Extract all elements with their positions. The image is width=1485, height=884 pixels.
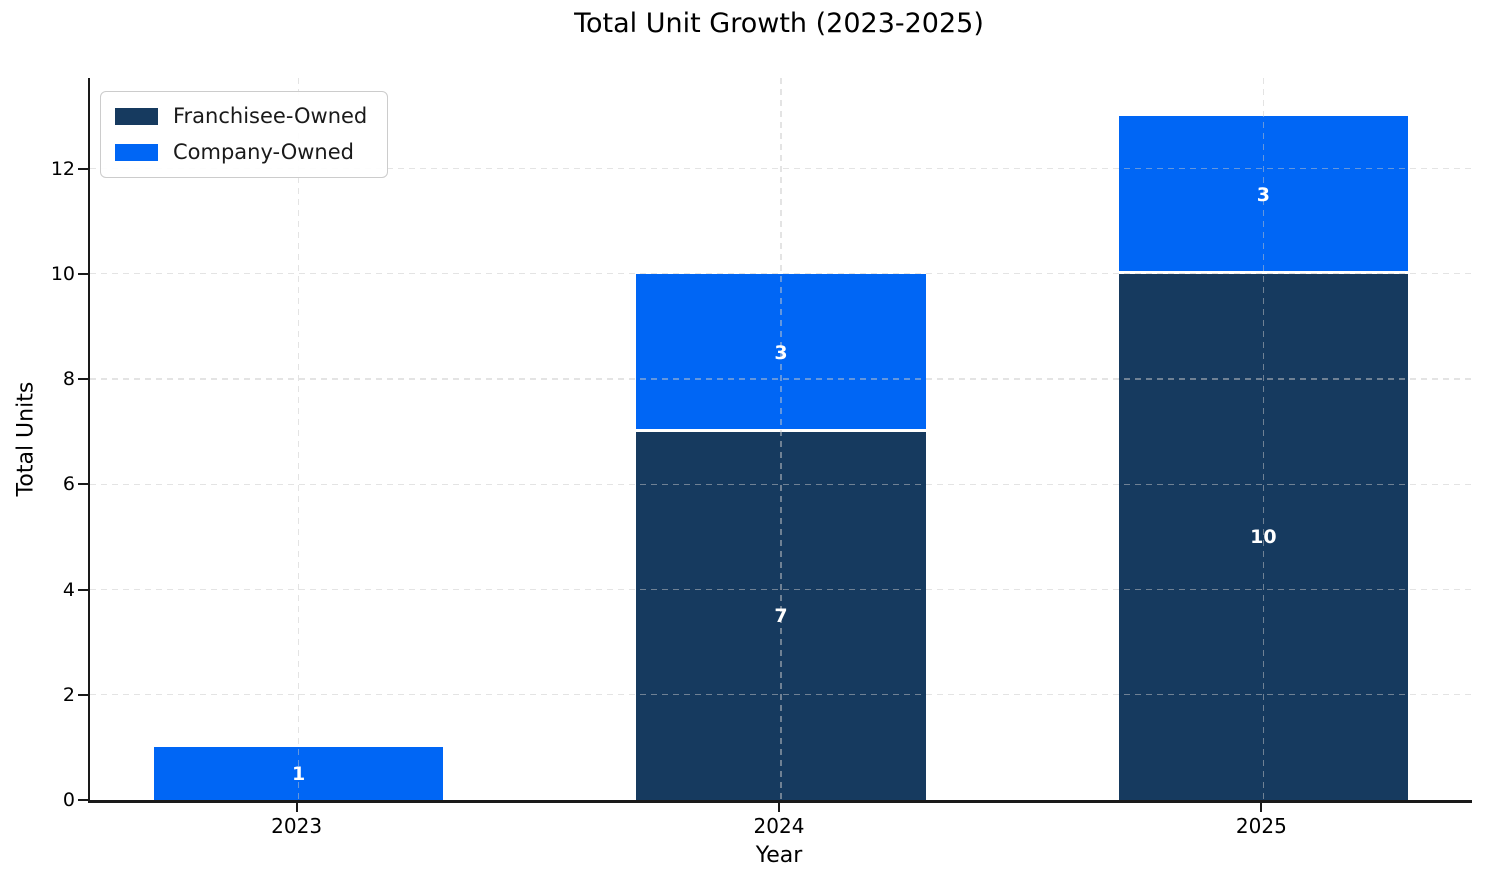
chart-title: Total Unit Growth (2023-2025) [574, 8, 984, 39]
bar-value-label: 1 [292, 762, 306, 785]
y-tick-mark [78, 588, 88, 591]
x-tick-mark [778, 803, 780, 812]
y-tick-mark [78, 272, 88, 275]
y-tick-mark [78, 483, 88, 486]
legend-swatch-franchisee-owned [115, 108, 158, 125]
bar-value-label: 7 [774, 604, 788, 627]
legend-label: Company-Owned [173, 140, 354, 164]
bar-value-label: 3 [1256, 183, 1270, 206]
y-tick-label: 0 [62, 789, 75, 811]
legend-item: Franchisee-Owned [115, 104, 367, 129]
y-tick-mark [78, 378, 88, 380]
y-tick-label: 4 [62, 578, 75, 601]
plot-area: 1 7 3 10 3 Franchisee-Owned Company-Owned [88, 78, 1472, 803]
y-tick-label: 10 [50, 262, 75, 285]
legend-item: Company-Owned [115, 140, 367, 165]
legend-swatch-company-owned [115, 144, 158, 161]
y-tick-label: 2 [62, 683, 75, 706]
x-tick-mark [295, 803, 298, 812]
bar-labels-layer: 1 7 3 10 3 [90, 78, 1472, 800]
y-tick-mark [78, 167, 88, 170]
y-tick-label: 6 [62, 473, 75, 496]
bar-value-label: 10 [1250, 525, 1277, 548]
x-tick-mark [1260, 803, 1263, 812]
x-axis-label: Year [755, 843, 803, 868]
x-tick-label: 2023 [271, 814, 323, 838]
y-axis-label: Total Units [13, 381, 39, 497]
y-tick-label: 8 [62, 368, 75, 390]
x-tick-label: 2024 [753, 814, 805, 838]
y-tick-mark [78, 799, 88, 801]
x-tick-label: 2025 [1235, 814, 1287, 838]
legend: Franchisee-Owned Company-Owned [100, 91, 389, 178]
y-tick-mark [78, 693, 88, 696]
bar-value-label: 3 [774, 341, 788, 364]
legend-label: Franchisee-Owned [173, 104, 368, 128]
y-tick-label: 12 [50, 157, 75, 180]
